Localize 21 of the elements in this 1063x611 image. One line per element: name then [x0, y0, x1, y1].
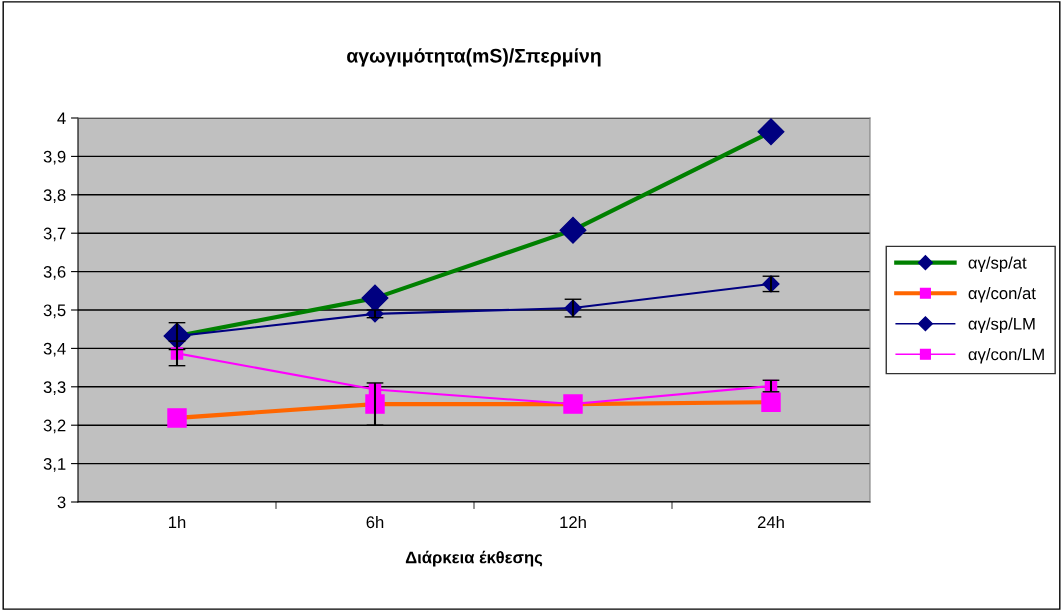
- legend-label: αγ/con/at: [968, 286, 1036, 303]
- x-tick-label: 24h: [757, 515, 784, 528]
- legend-label: αγ/sp/at: [968, 256, 1027, 272]
- x-tick-label: 1h: [169, 515, 186, 528]
- y-tick-label: 3,4: [43, 342, 66, 357]
- chart-title: αγωγιμότητα(mS)/Σπερμίνη: [347, 48, 601, 67]
- y-tick-label: 3,8: [43, 189, 66, 203]
- x-axis-title: Διάρκεια έκθεσης: [405, 550, 543, 567]
- y-tick-label: 3,3: [43, 381, 66, 395]
- y-tick-label: 4: [57, 112, 66, 125]
- legend-label: αγ/sp/LM: [968, 317, 1035, 334]
- y-tick-label: 3: [57, 496, 66, 509]
- x-tick-label: 6h: [366, 515, 384, 529]
- x-tick-label: 12h: [560, 515, 586, 528]
- legend-label: αγ/con/LM: [968, 348, 1044, 364]
- y-tick-label: 3,1: [43, 458, 66, 472]
- y-tick-label: 3,2: [43, 419, 66, 434]
- y-tick-label: 3,5: [43, 304, 66, 319]
- y-tick-label: 3,6: [43, 266, 66, 280]
- y-tick-label: 3,7: [43, 227, 66, 242]
- y-tick-label: 3,9: [43, 150, 66, 165]
